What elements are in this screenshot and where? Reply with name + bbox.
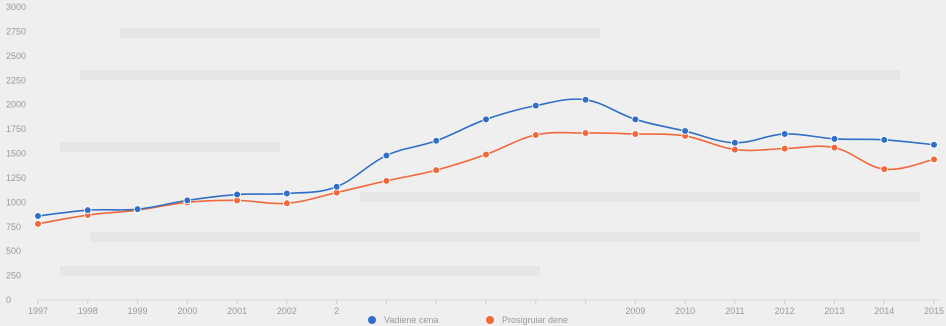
x-tick-label: 1997 [28, 306, 48, 316]
y-tick-label: 2750 [6, 26, 26, 36]
blurred-text-line-4 [360, 192, 920, 202]
series-point-0 [83, 206, 92, 214]
x-tick-label: 2014 [874, 306, 894, 316]
series-point-0 [432, 137, 441, 145]
series-point-0 [233, 190, 241, 199]
series-point-0 [332, 182, 341, 191]
series-point-0 [34, 212, 42, 220]
series-point-0 [581, 95, 590, 104]
blurred-text-line-2 [80, 70, 900, 80]
series-point-0 [283, 189, 291, 198]
legend-label-0: Vadiene cena [384, 315, 438, 325]
y-tick-label: 2000 [6, 100, 26, 110]
legend: Vadiene cena Prosigruiar dene [368, 315, 568, 325]
y-tick-label: 1500 [6, 149, 26, 159]
series-point-1 [930, 155, 938, 164]
y-tick-label: 2500 [6, 51, 26, 61]
series-point-0 [183, 196, 192, 205]
series-point-1 [34, 220, 42, 228]
series-point-0 [382, 151, 391, 160]
x-tick-label: 2011 [725, 306, 744, 316]
x-axis: 1997 1998 1999 2000 2001 2002 2 2009 2010 2011 201… [28, 300, 944, 316]
series-point-0 [482, 115, 490, 124]
series-point-1 [880, 165, 889, 173]
y-tick-label: 1750 [6, 124, 26, 134]
x-tick-label: 2012 [775, 306, 795, 316]
series-point-0 [880, 136, 889, 144]
x-tick-label: 2015 [924, 306, 944, 316]
series-point-0 [930, 140, 938, 149]
x-tick-label: 2 [334, 306, 339, 316]
legend-marker-0 [368, 316, 376, 324]
series-point-1 [432, 166, 441, 174]
y-axis: 3000275025002250200017501500125010007505… [6, 2, 26, 305]
series-point-1 [382, 177, 391, 185]
series-point-1 [780, 144, 789, 153]
x-tick-label: 2009 [625, 306, 645, 316]
series-point-1 [731, 145, 739, 154]
series-point-0 [681, 127, 689, 135]
series-point-0 [631, 115, 640, 124]
legend-marker-1 [486, 316, 494, 324]
series-point-0 [731, 138, 739, 147]
series-point-0 [531, 101, 540, 110]
y-tick-label: 2250 [6, 75, 26, 85]
blurred-text-line-1 [120, 28, 600, 38]
x-tick-label: 2001 [227, 306, 247, 316]
series-point-0 [780, 130, 789, 138]
y-tick-label: 1000 [6, 197, 26, 207]
series-point-0 [830, 135, 839, 143]
legend-label-1: Prosigruiar dene [502, 315, 568, 325]
blurred-text-line-3 [60, 142, 280, 152]
blurred-text-line-6 [60, 266, 540, 276]
x-tick-label: 2010 [675, 306, 695, 316]
x-tick-label: 1999 [128, 306, 148, 316]
series-points [34, 95, 938, 228]
y-tick-label: 0 [6, 295, 11, 305]
series-point-1 [581, 129, 590, 137]
x-tick-label: 2013 [824, 306, 844, 316]
y-tick-label: 3000 [6, 2, 26, 12]
y-tick-label: 500 [6, 246, 21, 256]
y-tick-label: 750 [6, 222, 21, 232]
series-point-0 [133, 205, 142, 213]
background-decoration [60, 28, 920, 276]
series-point-1 [283, 199, 291, 208]
x-tick-label: 2002 [277, 306, 297, 316]
x-tick-label: 1998 [78, 306, 98, 316]
x-tick-label: 2000 [177, 306, 197, 316]
series-point-1 [482, 150, 490, 159]
y-tick-label: 1250 [6, 173, 26, 183]
blurred-text-line-5 [90, 232, 920, 242]
series-point-1 [631, 130, 640, 138]
series-point-1 [830, 143, 839, 152]
y-tick-label: 250 [6, 271, 21, 281]
series-point-1 [531, 131, 540, 139]
